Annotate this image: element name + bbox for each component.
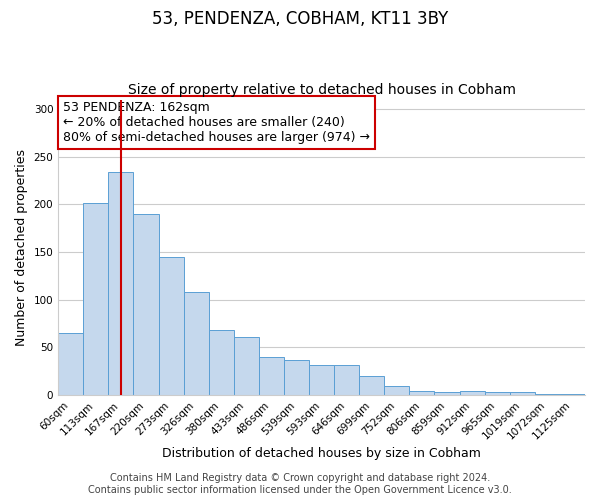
Y-axis label: Number of detached properties: Number of detached properties <box>15 149 28 346</box>
Bar <box>510 392 535 395</box>
Bar <box>109 172 133 395</box>
Bar <box>259 357 284 395</box>
Bar <box>485 392 510 395</box>
Bar <box>284 360 309 395</box>
Bar <box>234 337 259 395</box>
Bar <box>359 376 385 395</box>
Bar <box>409 391 434 395</box>
Bar <box>83 204 109 395</box>
Bar <box>133 214 158 395</box>
Title: Size of property relative to detached houses in Cobham: Size of property relative to detached ho… <box>128 83 515 97</box>
Text: 53, PENDENZA, COBHAM, KT11 3BY: 53, PENDENZA, COBHAM, KT11 3BY <box>152 10 448 28</box>
Bar <box>434 392 460 395</box>
Bar <box>560 394 585 395</box>
Bar <box>158 257 184 395</box>
Bar <box>334 366 359 395</box>
Bar <box>209 330 234 395</box>
Bar <box>535 394 560 395</box>
Bar <box>58 333 83 395</box>
Bar <box>385 386 409 395</box>
Bar <box>309 364 334 395</box>
X-axis label: Distribution of detached houses by size in Cobham: Distribution of detached houses by size … <box>162 447 481 460</box>
Text: Contains HM Land Registry data © Crown copyright and database right 2024.
Contai: Contains HM Land Registry data © Crown c… <box>88 474 512 495</box>
Bar <box>184 292 209 395</box>
Text: 53 PENDENZA: 162sqm
← 20% of detached houses are smaller (240)
80% of semi-detac: 53 PENDENZA: 162sqm ← 20% of detached ho… <box>64 101 370 144</box>
Bar <box>460 391 485 395</box>
